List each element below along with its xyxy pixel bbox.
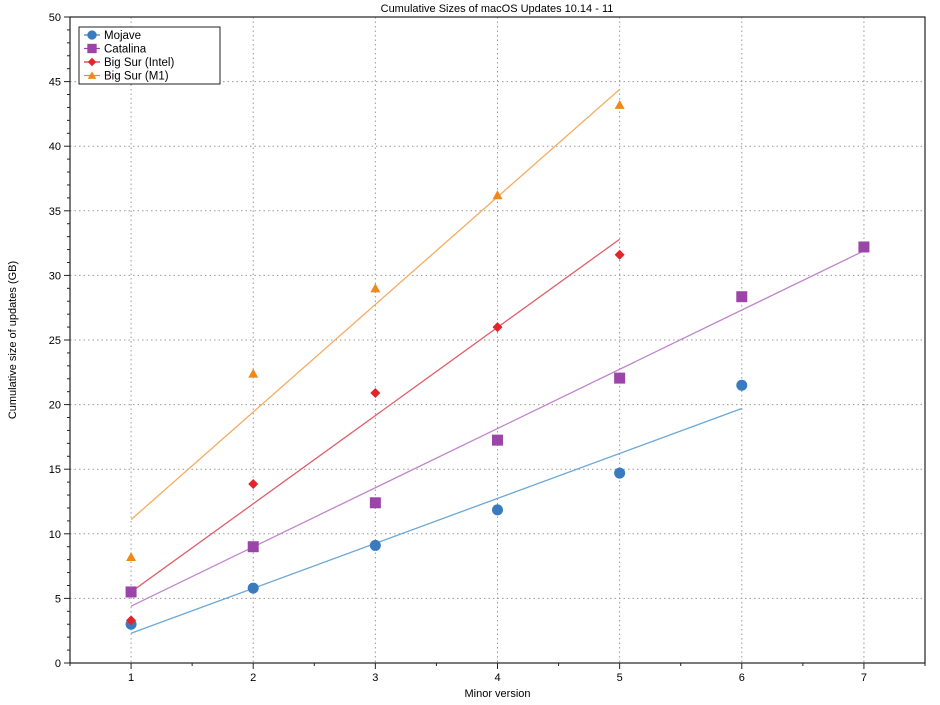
data-point <box>736 379 748 391</box>
legend-marker-icon <box>87 43 97 54</box>
y-axis-label: Cumulative size of updates (GB) <box>7 261 19 419</box>
data-point <box>492 322 503 333</box>
y-tick-label: 35 <box>49 206 61 218</box>
chart-title: Cumulative Sizes of macOS Updates 10.14 … <box>381 3 614 15</box>
x-tick-label: 5 <box>617 672 623 684</box>
y-tick-label: 40 <box>49 141 61 153</box>
legend-box <box>78 26 221 85</box>
data-point <box>492 434 503 446</box>
legend-label: Catalina <box>104 44 147 56</box>
x-tick-label: 1 <box>128 672 134 684</box>
grid-lines <box>70 17 925 663</box>
legend-marker-icon <box>87 30 97 40</box>
legend-marker-icon <box>87 57 97 67</box>
fit-line <box>130 407 743 634</box>
data-point <box>126 552 137 562</box>
data-point <box>614 467 626 479</box>
y-tick-label: 45 <box>49 77 61 89</box>
x-tick-label: 6 <box>739 672 745 684</box>
y-tick-label: 50 <box>49 12 61 24</box>
data-point <box>492 190 503 200</box>
x-tick-label: 3 <box>372 672 378 684</box>
data-point <box>492 504 503 516</box>
fit-line <box>130 88 621 521</box>
data-point <box>125 586 137 598</box>
data-point <box>248 479 259 490</box>
y-tick-label: 25 <box>49 335 61 347</box>
data-point <box>614 249 625 260</box>
y-tick-label: 20 <box>49 400 61 412</box>
data-point <box>247 582 259 594</box>
data-point <box>614 99 625 109</box>
fit-line <box>130 238 621 593</box>
legend-label: Big Sur (M1) <box>104 71 169 83</box>
data-points <box>125 99 870 630</box>
y-tick-label: 5 <box>55 593 61 605</box>
data-point <box>248 368 259 378</box>
y-tick-label: 30 <box>49 270 61 282</box>
data-point <box>369 497 381 509</box>
data-point <box>247 541 259 553</box>
legend-marker-icon <box>87 71 97 79</box>
y-tick-label: 0 <box>55 658 61 670</box>
y-tick-label: 15 <box>49 464 61 476</box>
x-tick-label: 7 <box>861 672 867 684</box>
data-point <box>369 539 381 551</box>
legend-label: Mojave <box>104 30 141 42</box>
data-point <box>736 291 748 303</box>
y-tick-label: 10 <box>49 529 61 541</box>
x-tick-label: 2 <box>250 672 256 684</box>
fit-lines <box>130 88 865 634</box>
data-point <box>614 372 626 384</box>
data-point <box>126 615 137 626</box>
data-point <box>858 241 870 253</box>
legend-label: Big Sur (Intel) <box>104 57 174 69</box>
x-axis-label: Minor version <box>464 688 530 700</box>
x-tick-label: 4 <box>494 672 500 684</box>
data-point <box>370 283 381 293</box>
data-point <box>370 387 381 398</box>
